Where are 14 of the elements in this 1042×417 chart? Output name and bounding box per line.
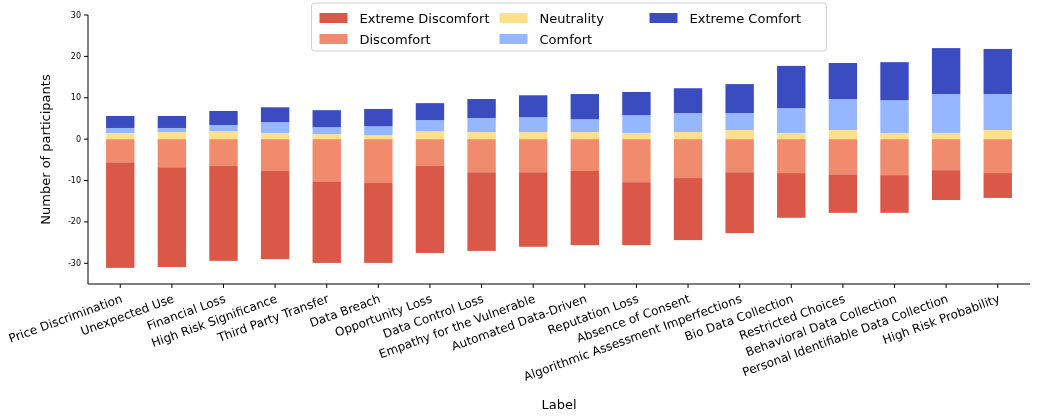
legend-label: Discomfort (359, 31, 431, 47)
y-tick-label: 10 (70, 93, 81, 103)
legend-label: Extreme Comfort (689, 10, 802, 26)
y-tick-label: -30 (67, 258, 81, 268)
y-axis-title: Number of participants (38, 74, 53, 225)
y-tick-label: 0 (75, 134, 81, 144)
legend-label: Extreme Discomfort (359, 10, 490, 26)
x-axis-title: Label (541, 397, 577, 412)
y-tick-label: -10 (67, 176, 81, 186)
legend-label: Neutrality (539, 10, 605, 26)
legend-label: Comfort (539, 31, 593, 47)
y-tick-label: -20 (67, 217, 81, 227)
y-tick-label: 20 (70, 51, 81, 61)
y-tick-label: 30 (70, 10, 81, 20)
